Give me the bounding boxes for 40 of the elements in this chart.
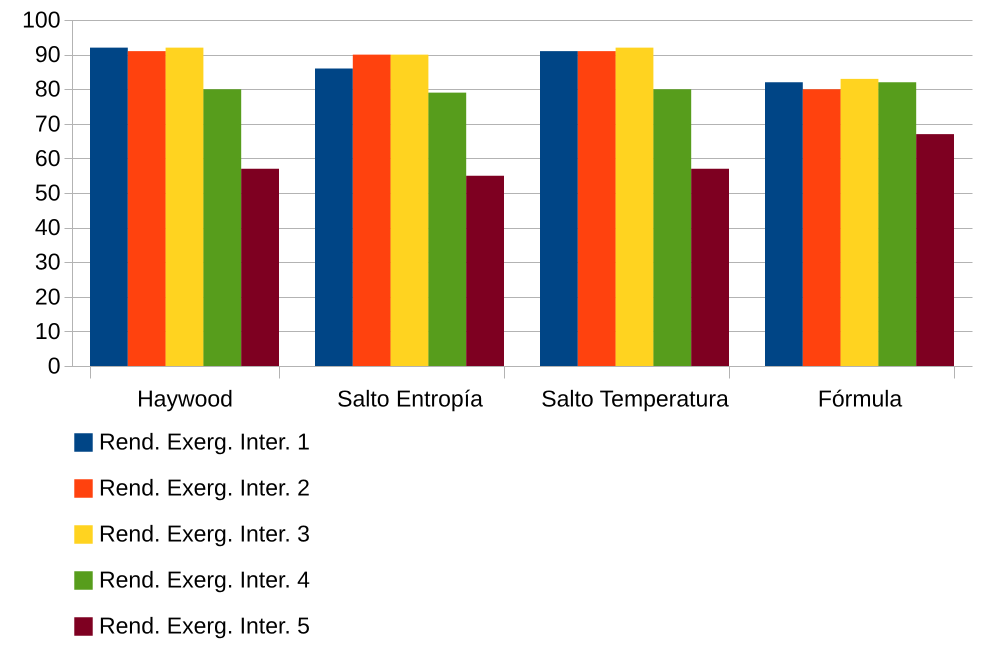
legend-label: Rend. Exerg. Inter. 2 [99,474,310,500]
bar [352,54,391,366]
bar [315,68,353,366]
x-tick-label: Salto Temperatura [541,386,729,412]
y-tick-label: 0 [48,352,60,378]
y-tick-label: 50 [34,180,60,206]
bar [428,92,466,366]
bar [916,134,954,366]
y-tick-label: 40 [34,214,60,240]
legend-label: Rend. Exerg. Inter. 4 [99,566,310,592]
bar [691,168,729,366]
bar [203,89,242,366]
legend-label: Rend. Exerg. Inter. 5 [99,612,310,638]
bar [90,48,128,366]
bar [128,51,166,366]
bar [765,82,803,366]
y-tick-label: 70 [34,110,60,136]
legend-label: Rend. Exerg. Inter. 1 [99,428,310,454]
bar [578,51,616,366]
bar [802,89,841,366]
x-tick-label: Salto Entropía [337,386,484,412]
bar [616,48,654,366]
x-tick-label: Haywood [137,386,233,412]
x-tick-label: Fórmula [818,386,902,412]
y-tick-label: 30 [34,248,60,275]
bar [878,82,916,366]
y-tick-label: 20 [34,283,60,310]
bar [540,51,578,366]
bar [840,78,878,366]
bar [653,89,692,366]
y-tick-label: 60 [34,144,60,171]
bar [466,176,504,366]
y-tick-label: 80 [34,76,60,102]
y-tick-label: 90 [34,41,60,68]
bar [390,54,428,366]
bar [241,168,279,366]
bar [166,48,204,366]
y-tick-label: 10 [34,318,60,344]
y-tick-label: 100 [22,6,60,32]
legend-label: Rend. Exerg. Inter. 3 [99,520,310,546]
